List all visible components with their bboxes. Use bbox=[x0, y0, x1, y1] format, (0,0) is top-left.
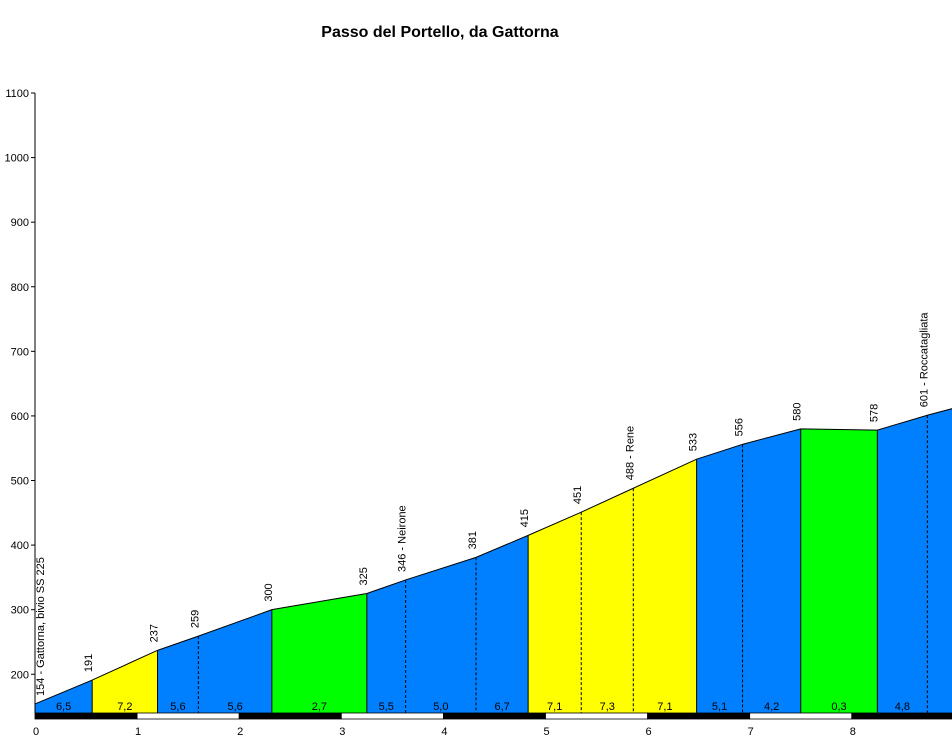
gradient-label-3: 5,6 bbox=[227, 701, 242, 713]
point-label-3: 259 bbox=[189, 610, 201, 628]
x-tick-label-0: 0 bbox=[33, 726, 39, 738]
segment-fill-1 bbox=[92, 650, 158, 713]
point-label-6: 346 - Neirone bbox=[397, 505, 409, 572]
y-tick-label-8: 1000 bbox=[5, 153, 29, 165]
y-tick-label-2: 400 bbox=[11, 540, 29, 552]
point-label-2: 237 bbox=[149, 624, 161, 642]
y-tick-label-5: 700 bbox=[11, 346, 29, 358]
gradient-label-13: 0,3 bbox=[831, 701, 846, 713]
point-label-10: 488 - Rene bbox=[624, 426, 636, 480]
point-label-1: 191 bbox=[83, 654, 95, 672]
segment-fill-5 bbox=[366, 579, 406, 713]
x-tick-label-5: 5 bbox=[543, 726, 549, 738]
point-label-12: 556 bbox=[734, 418, 746, 436]
gradient-label-5: 5,5 bbox=[379, 701, 394, 713]
x-tick-label-8: 8 bbox=[850, 726, 856, 738]
x-tick-label-6: 6 bbox=[646, 726, 652, 738]
point-label-0: 154 - Gattorna, bivio SS 225 bbox=[35, 557, 47, 696]
point-label-9: 451 bbox=[572, 486, 584, 504]
gradient-label-6: 5,0 bbox=[433, 701, 448, 713]
point-label-15: 601 - Roccatagliata bbox=[918, 312, 930, 408]
segment-fill-7 bbox=[476, 535, 529, 713]
gradient-label-9: 7,3 bbox=[600, 701, 615, 713]
x-tick-label-4: 4 bbox=[441, 726, 447, 738]
km-bar-1 bbox=[136, 712, 240, 720]
point-label-14: 578 bbox=[868, 404, 880, 422]
gradient-label-14: 4,8 bbox=[895, 701, 910, 713]
point-label-8: 415 bbox=[519, 509, 531, 527]
km-bar-0 bbox=[34, 712, 138, 720]
y-tick-label-4: 600 bbox=[11, 411, 29, 423]
km-bar-4 bbox=[442, 712, 546, 720]
y-tick-label-0: 200 bbox=[11, 669, 29, 681]
km-bar-7 bbox=[749, 712, 853, 720]
segment-fill-6 bbox=[405, 557, 477, 713]
y-tick-label-9: 1100 bbox=[5, 88, 29, 100]
gradient-label-2: 5,6 bbox=[170, 701, 185, 713]
segment-fill-12 bbox=[742, 428, 801, 713]
gradient-label-11: 5,1 bbox=[712, 701, 727, 713]
y-tick-label-7: 900 bbox=[11, 217, 29, 229]
gradient-label-10: 7,1 bbox=[657, 701, 672, 713]
point-label-11: 533 bbox=[688, 433, 700, 451]
x-tick-label-7: 7 bbox=[748, 726, 754, 738]
segment-fill-13 bbox=[800, 428, 878, 713]
km-bar-3 bbox=[340, 712, 444, 720]
x-tick-label-2: 2 bbox=[237, 726, 243, 738]
km-bar-5 bbox=[545, 712, 648, 720]
segment-fill-0 bbox=[35, 680, 93, 713]
segment-fill-10 bbox=[633, 459, 697, 713]
segment-fill-3 bbox=[198, 609, 272, 713]
chart-title: Passo del Portello, da Gattorna bbox=[321, 24, 558, 41]
segment-fill-14 bbox=[877, 415, 928, 713]
plot-area: 200 300 400 500 600 700 800 900 1000 1100 0 1 2 3 4 5 6 7… bbox=[5, 88, 952, 738]
segment-fill-15 bbox=[927, 408, 952, 713]
point-label-4: 300 bbox=[263, 583, 275, 601]
point-label-5: 325 bbox=[358, 567, 370, 585]
gradient-label-1: 7,2 bbox=[117, 701, 132, 713]
gradient-label-8: 7,1 bbox=[547, 701, 562, 713]
point-label-7: 381 bbox=[467, 531, 479, 549]
segment-fill-8 bbox=[528, 512, 582, 713]
y-tick-label-6: 800 bbox=[11, 282, 29, 294]
segment-fill-9 bbox=[581, 488, 634, 713]
segment-fill-2 bbox=[157, 636, 199, 713]
km-bar-6 bbox=[647, 712, 751, 720]
x-tick-label-3: 3 bbox=[339, 726, 345, 738]
x-tick-label-1: 1 bbox=[135, 726, 141, 738]
km-bar-2 bbox=[238, 712, 342, 720]
y-tick-label-1: 300 bbox=[11, 605, 29, 617]
segment-fill-11 bbox=[696, 444, 743, 713]
point-label-13: 580 bbox=[792, 402, 804, 420]
gradient-label-12: 4,2 bbox=[764, 701, 779, 713]
gradient-label-7: 6,7 bbox=[494, 701, 509, 713]
profile-line bbox=[34, 408, 952, 705]
km-bar-8 bbox=[851, 712, 952, 720]
y-tick-label-3: 500 bbox=[11, 476, 29, 488]
segment-fill-4 bbox=[271, 593, 367, 713]
gradient-label-4: 2,7 bbox=[312, 701, 327, 713]
gradient-label-0: 6,5 bbox=[56, 701, 71, 713]
